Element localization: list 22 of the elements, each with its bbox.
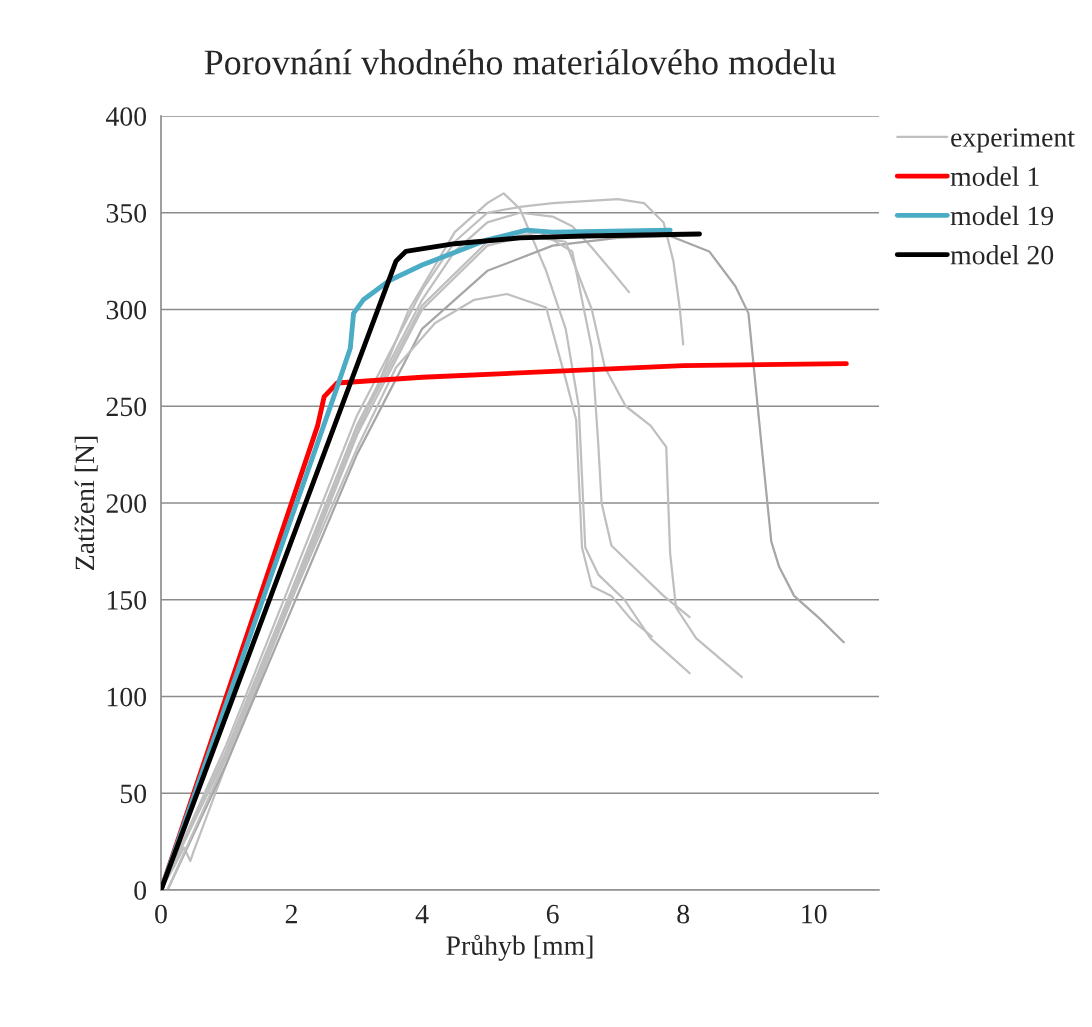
x-tick-label: 0 <box>155 904 167 924</box>
y-tick-label: 0 <box>134 881 147 900</box>
x-tick-label: 6 <box>546 904 559 924</box>
chart-title: Porovnání vhodného materiálového modelu <box>204 49 836 75</box>
x-tick-label: 4 <box>415 904 429 924</box>
y-tick-label: 50 <box>120 784 147 804</box>
y-tick-label: 150 <box>107 590 147 610</box>
x-axis-title: Průhyb [mm] <box>446 934 593 961</box>
y-tick-label: 400 <box>105 107 147 126</box>
y-tick-label: 200 <box>106 494 147 513</box>
legend-label: model 20 <box>950 245 1054 265</box>
y-tick-label: 250 <box>106 397 147 417</box>
legend-label: model 1 <box>950 166 1039 187</box>
x-tick-label: 8 <box>677 904 690 924</box>
y-tick-label: 350 <box>106 203 147 223</box>
y-axis-title: Zatížení [N] <box>74 436 98 570</box>
legend-label: model 19 <box>950 205 1054 226</box>
y-tick-label: 100 <box>107 687 147 707</box>
legend-label: experiment <box>951 128 1075 153</box>
y-tick-label: 300 <box>106 300 147 320</box>
x-tick-label: 10 <box>802 904 827 924</box>
x-tick-label: 2 <box>285 904 297 924</box>
